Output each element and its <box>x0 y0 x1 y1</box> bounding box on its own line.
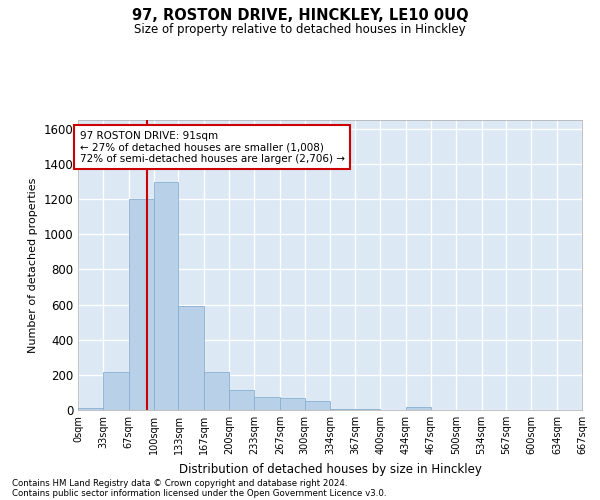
Bar <box>128 199 154 410</box>
Text: 97 ROSTON DRIVE: 91sqm
← 27% of detached houses are smaller (1,008)
72% of semi-: 97 ROSTON DRIVE: 91sqm ← 27% of detached… <box>80 130 344 164</box>
Bar <box>331 409 355 410</box>
Bar <box>254 397 280 410</box>
Text: Contains HM Land Registry data © Crown copyright and database right 2024.: Contains HM Land Registry data © Crown c… <box>12 478 347 488</box>
Bar <box>78 408 103 410</box>
Y-axis label: Number of detached properties: Number of detached properties <box>28 178 38 352</box>
Bar <box>103 372 128 410</box>
Bar <box>406 408 431 410</box>
Bar <box>355 409 380 410</box>
Bar <box>280 398 305 410</box>
Bar <box>204 372 229 410</box>
X-axis label: Distribution of detached houses by size in Hinckley: Distribution of detached houses by size … <box>179 462 481 475</box>
Text: Size of property relative to detached houses in Hinckley: Size of property relative to detached ho… <box>134 22 466 36</box>
Text: Contains public sector information licensed under the Open Government Licence v3: Contains public sector information licen… <box>12 488 386 498</box>
Bar <box>154 182 178 410</box>
Bar <box>229 390 254 410</box>
Bar <box>178 306 204 410</box>
Bar <box>305 401 331 410</box>
Text: 97, ROSTON DRIVE, HINCKLEY, LE10 0UQ: 97, ROSTON DRIVE, HINCKLEY, LE10 0UQ <box>131 8 469 22</box>
